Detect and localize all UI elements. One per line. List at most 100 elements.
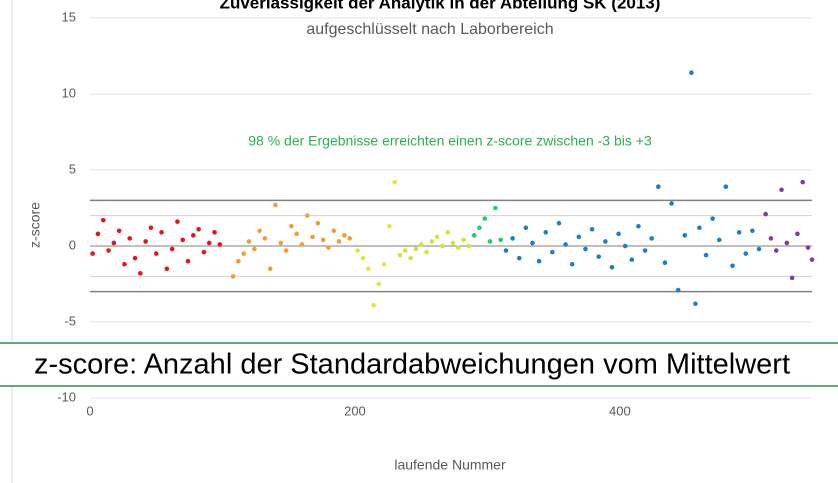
point bbox=[487, 239, 493, 244]
x-tick-label: 400 bbox=[609, 403, 631, 418]
point bbox=[206, 240, 212, 246]
point bbox=[789, 275, 795, 281]
point bbox=[649, 236, 655, 241]
point bbox=[723, 184, 729, 190]
point bbox=[283, 248, 289, 253]
point bbox=[331, 228, 337, 234]
point bbox=[90, 251, 95, 256]
point bbox=[809, 257, 815, 262]
point bbox=[622, 243, 628, 249]
point bbox=[376, 281, 382, 287]
y-tick-label: 0 bbox=[69, 237, 76, 252]
point bbox=[230, 274, 236, 279]
point bbox=[563, 242, 568, 247]
point bbox=[461, 237, 466, 243]
point bbox=[642, 248, 648, 253]
y-tick-label: 15 bbox=[62, 9, 76, 24]
point bbox=[530, 240, 535, 246]
point bbox=[320, 237, 326, 243]
point bbox=[159, 230, 164, 235]
y-axis-label: z-score bbox=[27, 202, 43, 248]
point bbox=[466, 243, 472, 249]
point bbox=[169, 246, 175, 252]
point bbox=[347, 236, 352, 241]
point bbox=[122, 261, 127, 267]
point bbox=[536, 258, 542, 264]
point bbox=[201, 249, 207, 255]
point bbox=[682, 233, 688, 238]
point bbox=[516, 255, 522, 261]
point bbox=[662, 260, 668, 266]
point bbox=[603, 239, 608, 244]
point bbox=[418, 242, 424, 247]
point bbox=[477, 225, 482, 231]
point bbox=[185, 258, 191, 264]
point bbox=[408, 255, 413, 261]
point bbox=[450, 240, 456, 246]
point bbox=[143, 239, 148, 244]
point bbox=[805, 245, 811, 250]
point bbox=[381, 261, 387, 267]
point bbox=[402, 248, 408, 253]
point bbox=[153, 251, 159, 256]
point bbox=[743, 251, 749, 256]
point bbox=[434, 234, 440, 240]
point bbox=[569, 261, 575, 267]
point bbox=[550, 249, 555, 255]
point bbox=[132, 255, 138, 261]
point bbox=[413, 246, 419, 252]
point bbox=[697, 225, 702, 231]
point bbox=[779, 187, 784, 193]
point bbox=[616, 231, 621, 237]
point bbox=[493, 205, 498, 211]
point bbox=[429, 239, 435, 244]
x-tick-label: 0 bbox=[86, 403, 93, 418]
point bbox=[212, 230, 217, 235]
x-tick-label: 200 bbox=[344, 403, 366, 418]
point bbox=[100, 217, 106, 223]
point bbox=[763, 211, 768, 217]
point bbox=[750, 228, 755, 234]
point bbox=[710, 216, 715, 221]
point bbox=[294, 231, 299, 237]
point bbox=[669, 201, 674, 206]
point bbox=[315, 220, 321, 226]
point bbox=[246, 239, 252, 244]
point bbox=[800, 179, 806, 185]
point bbox=[392, 179, 397, 185]
point bbox=[703, 252, 709, 258]
point bbox=[583, 246, 588, 252]
point bbox=[716, 237, 722, 243]
point bbox=[342, 233, 347, 238]
point bbox=[111, 240, 117, 246]
point bbox=[278, 240, 284, 246]
y-tick-label: -5 bbox=[64, 313, 76, 328]
annotation: 98 % der Ergebnisse erreichten einen z-s… bbox=[248, 133, 652, 149]
point bbox=[471, 233, 477, 238]
point bbox=[503, 248, 509, 253]
point bbox=[596, 254, 602, 259]
banner-text: z-score: Anzahl der Standardabweichungen… bbox=[34, 349, 790, 381]
banner: z-score: Anzahl der Standardabweichungen… bbox=[0, 342, 838, 387]
point bbox=[191, 233, 196, 238]
point bbox=[148, 225, 154, 231]
point bbox=[236, 258, 241, 264]
point bbox=[365, 266, 371, 272]
point bbox=[736, 230, 742, 235]
point bbox=[360, 255, 366, 261]
point bbox=[629, 257, 635, 262]
point bbox=[371, 302, 376, 308]
point bbox=[164, 266, 170, 272]
y-tick-label: 10 bbox=[62, 85, 76, 100]
point bbox=[397, 252, 403, 258]
point bbox=[273, 202, 278, 208]
point bbox=[768, 236, 774, 241]
point bbox=[543, 230, 549, 235]
point bbox=[455, 245, 461, 250]
point bbox=[106, 248, 111, 253]
point bbox=[773, 248, 779, 253]
point bbox=[510, 236, 515, 241]
point bbox=[267, 266, 273, 272]
point bbox=[576, 234, 582, 240]
